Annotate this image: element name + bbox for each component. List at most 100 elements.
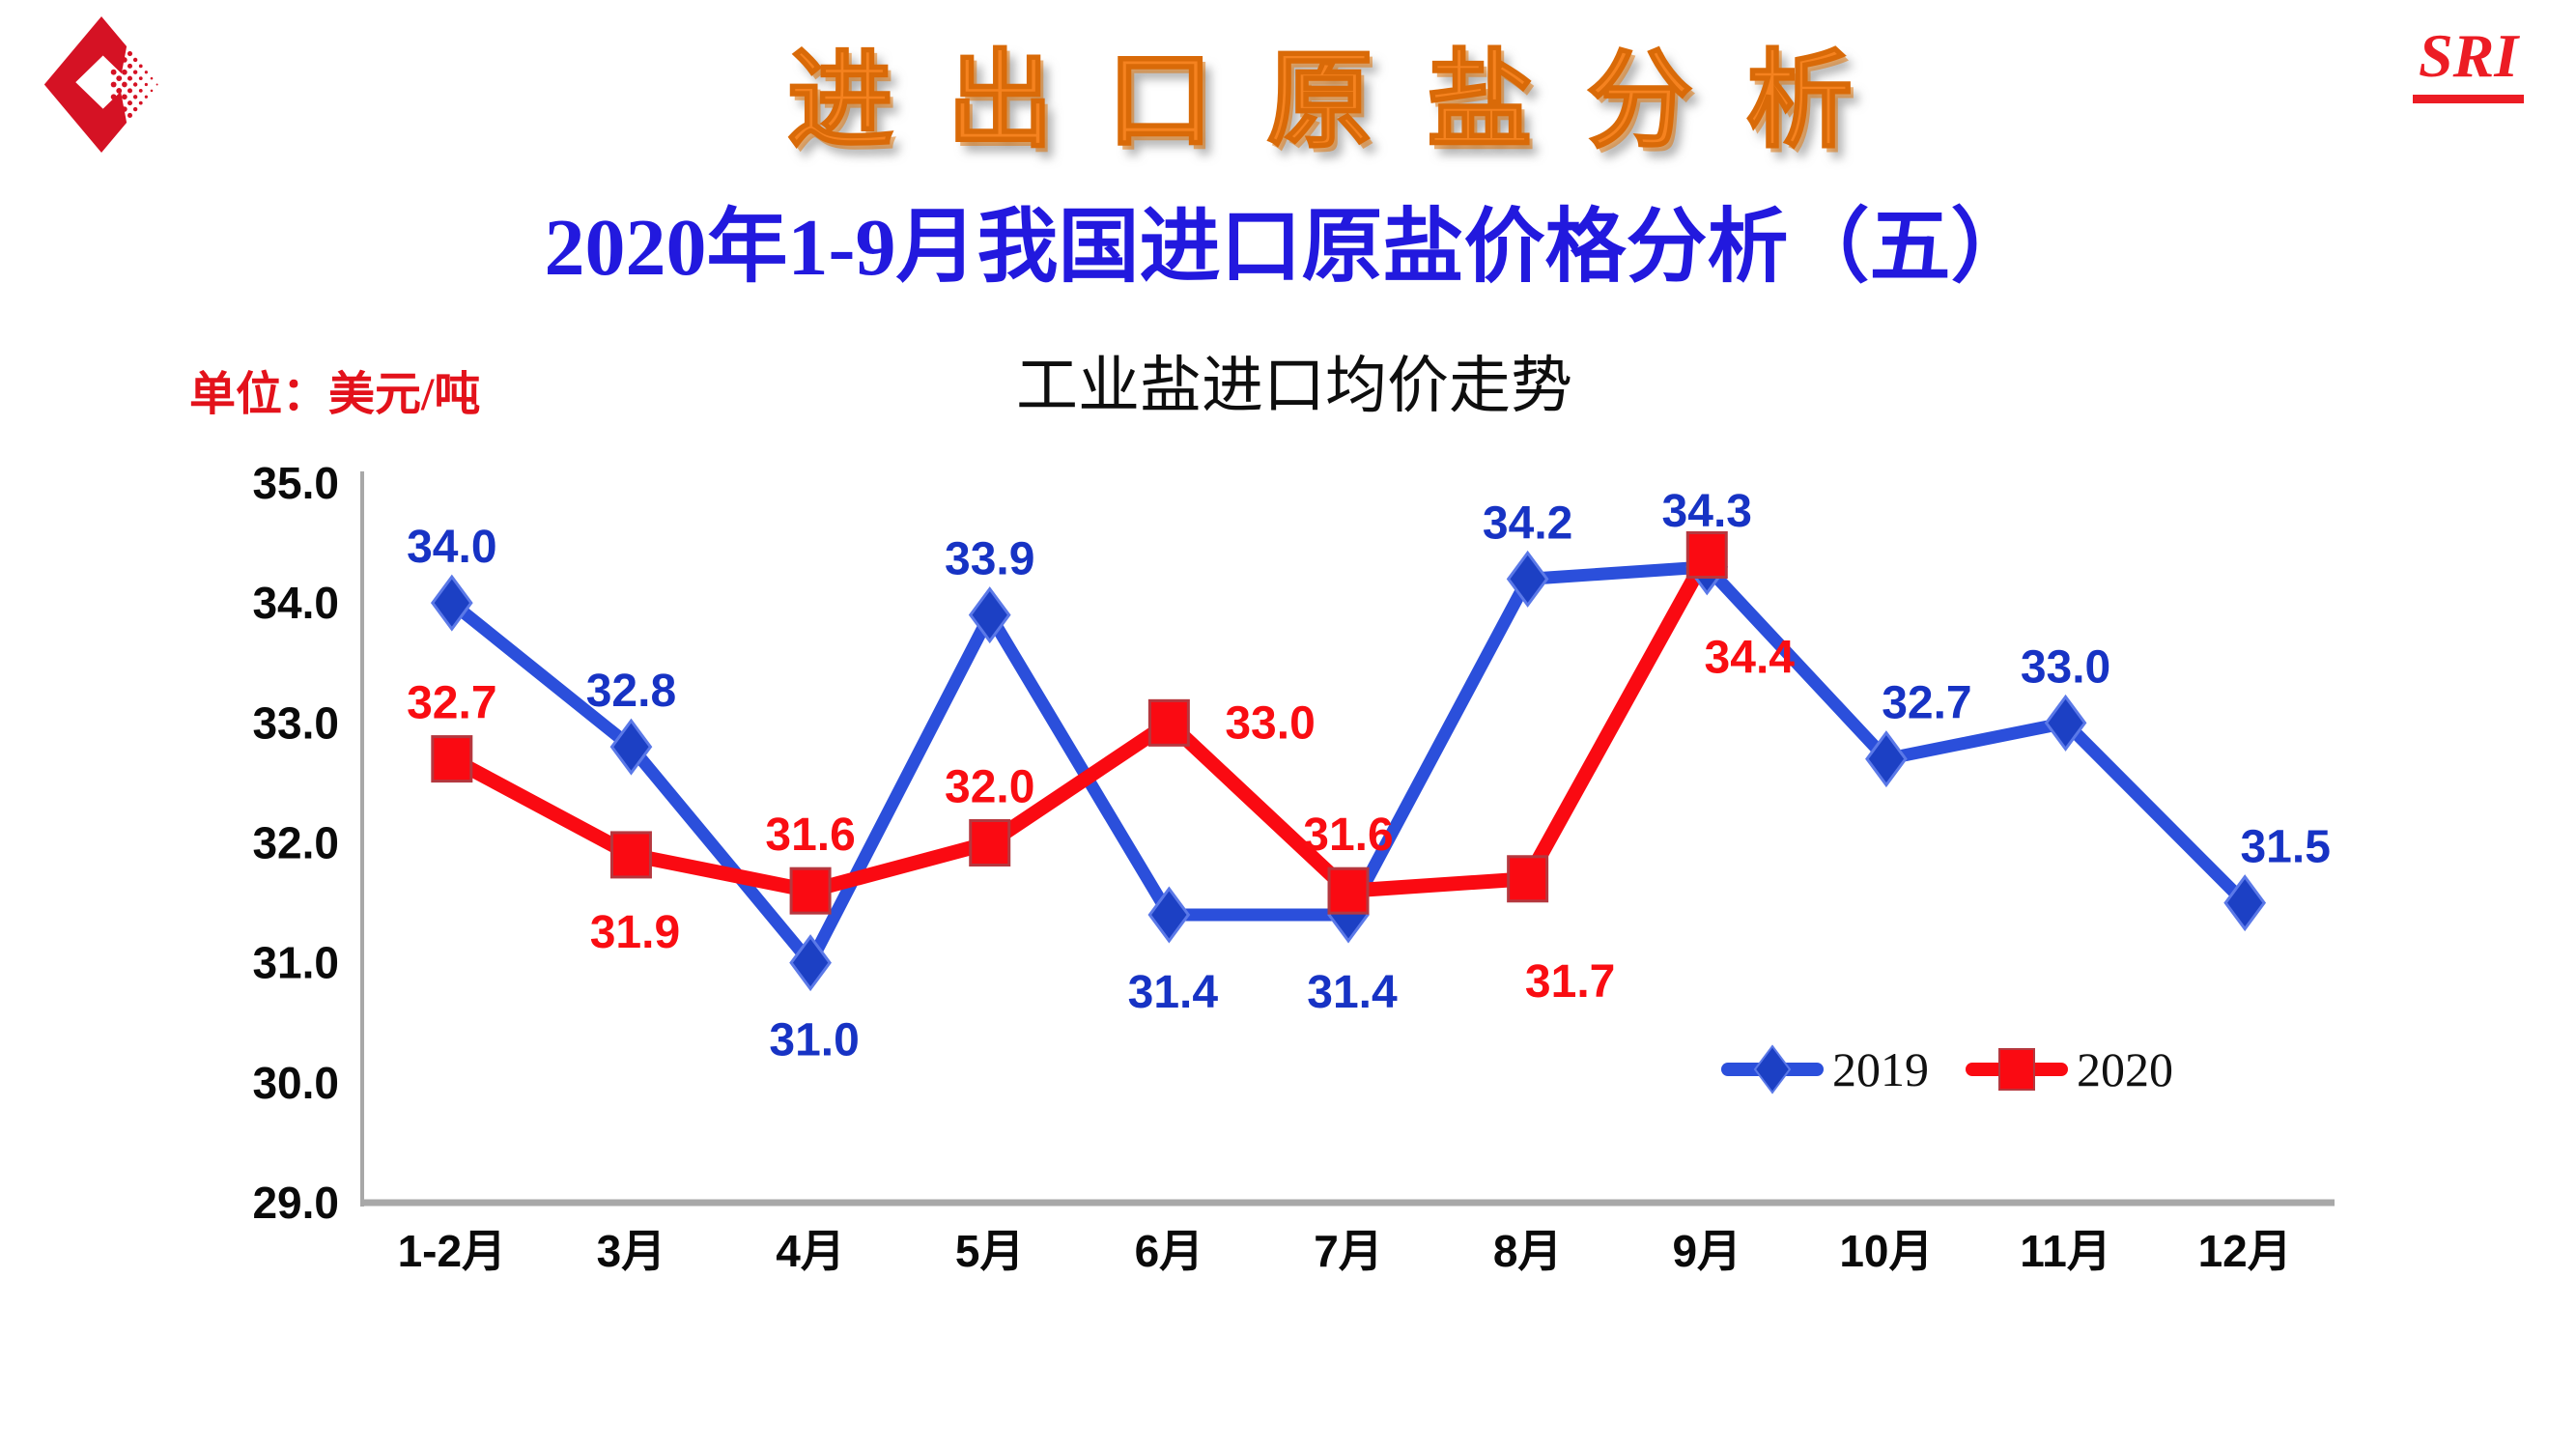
logo-halftone-dot [127,51,133,57]
x-tick-label: 4月 [776,1226,845,1276]
data-point-label: 32.7 [1882,678,1971,729]
data-point-marker [431,735,473,783]
data-point-marker [430,574,473,632]
logo-halftone-dot [132,82,138,87]
data-point-marker [969,819,1011,867]
logo-halftone-dot [127,63,133,69]
chart-title: 工业盐进口均价走势 [1016,352,1572,420]
y-tick-label: 32.0 [252,818,339,868]
data-point-label: 34.2 [1483,497,1572,549]
logo-halftone-dot [144,71,148,74]
data-point-label: 31.5 [2240,822,2330,873]
data-point-marker [789,934,832,992]
logo-halftone-dot [150,76,154,80]
x-tick-label: 3月 [597,1226,666,1276]
data-point-marker [1147,886,1191,944]
x-tick-label: 9月 [1672,1226,1741,1276]
logo-halftone-dot [122,106,127,112]
logo-halftone-dot [122,81,127,88]
data-point-marker [1327,867,1370,915]
data-point-label: 32.7 [407,678,496,729]
data-point-marker [609,718,653,776]
logo-halftone-dot [127,112,133,118]
x-tick-label: 12月 [2198,1226,2292,1276]
x-tick-label: 7月 [1314,1226,1383,1276]
logo-halftone-dot [138,76,143,81]
data-point-label: 31.0 [769,1015,859,1066]
y-tick-label: 35.0 [252,458,339,508]
logo-halftone-dot [138,100,143,105]
data-point-marker [1507,855,1549,903]
logo-halftone-dot [156,83,158,86]
x-tick-label: 6月 [1135,1226,1204,1276]
logo-halftone-dot [144,95,148,99]
unit-label: 单位：美元/吨 [189,369,481,420]
data-point-marker [1147,698,1190,747]
data-point-label: 34.0 [407,522,496,573]
data-point-label: 33.9 [945,534,1034,585]
logo-halftone-dot [110,94,117,100]
logo-halftone-dot [116,75,123,82]
data-point-label: 31.7 [1525,956,1615,1008]
logo-halftone-dot [132,95,138,99]
logo-halftone-dot [122,69,127,75]
data-point-marker [1865,730,1908,788]
logo-halftone-dot [138,64,143,69]
logo-halftone-dot [122,57,127,63]
data-point-marker [1685,531,1728,579]
logo-halftone-dot [132,106,138,112]
x-tick-label: 11月 [2020,1226,2111,1276]
x-tick-label: 8月 [1493,1226,1563,1276]
data-point-label: 31.9 [590,907,680,958]
x-tick-label: 5月 [955,1226,1025,1276]
logo-halftone-dot [116,63,123,70]
company-logo-icon [43,15,172,154]
data-point-label: 31.6 [765,810,855,861]
logo-halftone-dot [150,89,154,93]
brand-mark: SRI [2413,25,2525,103]
data-point-label: 34.4 [1705,633,1796,684]
data-point-marker [2044,694,2087,752]
page-subtitle: 2020年1-9月我国进口原盐价格分析（五） [544,203,2032,293]
data-point-label: 34.3 [1662,486,1752,537]
data-point-label: 32.0 [945,762,1034,813]
logo-halftone-dot [116,99,123,106]
logo-halftone-dot [122,94,127,100]
data-point-marker [609,831,652,879]
data-point-label: 31.4 [1128,967,1219,1018]
data-point-label: 31.4 [1307,967,1398,1018]
legend-label: 2019 [1832,1042,1929,1096]
data-point-marker [968,586,1011,644]
y-tick-label: 29.0 [252,1178,339,1228]
logo-halftone-dot [127,88,133,94]
data-point-marker [789,867,832,915]
logo-halftone-dot [110,81,117,88]
legend-marker [1998,1048,2035,1091]
logo-halftone-dot [110,69,117,75]
y-tick-label: 31.0 [252,938,339,988]
data-point-label: 33.0 [2021,641,2110,693]
x-tick-label: 1-2月 [398,1226,506,1276]
logo-halftone-dot [132,57,138,63]
legend-label: 2020 [2077,1042,2173,1096]
data-point-marker [2223,874,2267,932]
logo-inner-diamond [75,55,131,109]
x-tick-label: 10月 [1839,1226,1933,1276]
logo-halftone-dot [144,82,148,87]
y-tick-label: 33.0 [252,697,339,748]
page-title: 进 出 口 原 盐 分 析 [786,42,1866,161]
logo-halftone-dot [132,70,138,74]
series-line-2020 [444,548,1714,898]
data-point-label: 32.8 [586,666,676,717]
logo-halftone-dot [127,75,133,81]
logo-halftone-dot [116,87,123,94]
data-point-label: 33.0 [1225,697,1315,749]
y-tick-label: 30.0 [252,1058,339,1108]
logo-halftone-dot [138,88,143,93]
y-tick-label: 34.0 [252,578,339,628]
logo-halftone-dot [127,100,133,106]
legend-marker [1753,1044,1792,1094]
data-point-label: 31.6 [1303,810,1393,861]
